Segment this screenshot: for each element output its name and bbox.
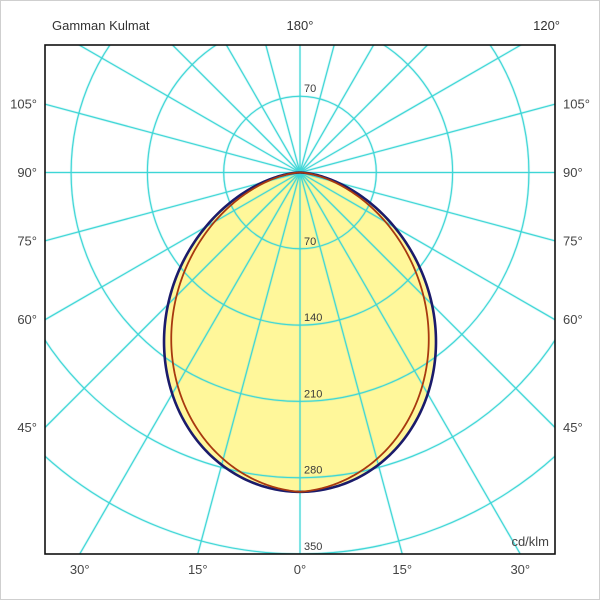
svg-text:210: 210 bbox=[304, 388, 322, 400]
svg-text:90°: 90° bbox=[17, 165, 37, 180]
svg-text:140: 140 bbox=[304, 312, 322, 324]
svg-text:75°: 75° bbox=[17, 233, 37, 248]
svg-text:180°: 180° bbox=[287, 18, 314, 33]
svg-text:350: 350 bbox=[304, 541, 322, 553]
svg-text:60°: 60° bbox=[563, 312, 583, 327]
svg-text:30°: 30° bbox=[70, 562, 90, 577]
svg-text:0°: 0° bbox=[294, 562, 306, 577]
svg-text:cd/klm: cd/klm bbox=[511, 534, 549, 549]
svg-text:60°: 60° bbox=[17, 312, 37, 327]
svg-text:70: 70 bbox=[304, 83, 316, 95]
svg-text:15°: 15° bbox=[392, 562, 412, 577]
svg-text:70: 70 bbox=[304, 236, 316, 248]
svg-text:280: 280 bbox=[304, 465, 322, 477]
svg-text:105°: 105° bbox=[563, 97, 590, 112]
svg-text:15°: 15° bbox=[188, 562, 208, 577]
svg-text:75°: 75° bbox=[563, 233, 583, 248]
svg-text:120°: 120° bbox=[533, 18, 560, 33]
svg-text:90°: 90° bbox=[563, 165, 583, 180]
svg-text:Gamman Kulmat: Gamman Kulmat bbox=[52, 18, 150, 33]
svg-text:45°: 45° bbox=[17, 420, 37, 435]
svg-text:45°: 45° bbox=[563, 420, 583, 435]
svg-text:30°: 30° bbox=[510, 562, 530, 577]
svg-text:105°: 105° bbox=[10, 97, 37, 112]
